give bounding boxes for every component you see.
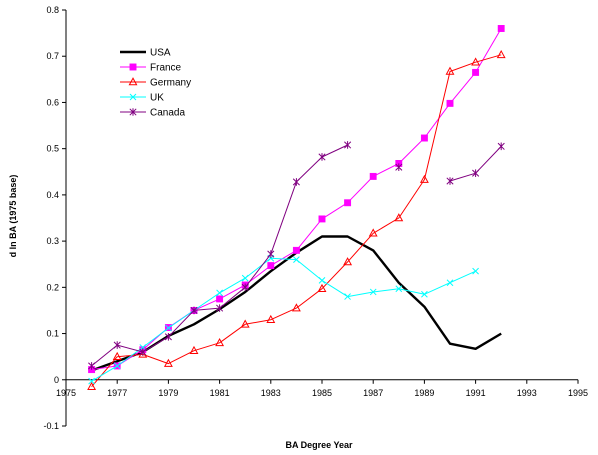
axes: -0.1 0 0.1 0.2 0.3 0.4 0.5 0.6 0.7 0.8 1975 1977 197… [43,5,588,431]
canada-point [216,304,224,312]
legend-label-uk: UK [150,93,164,104]
x-axis-title: BA Degree Year [285,440,353,450]
canada-point [472,169,480,177]
france-point [420,134,428,142]
y-axis-title: d ln BA (1975 base) [8,175,18,258]
germany-point [291,303,301,312]
legend: USA France Germany UK Canada [120,48,191,119]
france-point [292,246,300,254]
uk-point [216,289,223,297]
germany-point [394,213,404,222]
uk-point [421,290,428,298]
france-point [216,295,224,303]
x-tick-label: 1985 [312,388,332,398]
uk-point [369,288,377,296]
canada-point [446,177,454,185]
france-point [369,172,377,180]
y-tick-label: 0 [54,375,59,385]
series-germany [87,49,506,391]
y-tick-label: -0.1 [43,421,59,431]
canada-point [395,163,403,171]
legend-marker-germany [128,77,138,86]
france-point [446,99,454,107]
germany-point [419,174,429,183]
x-tick-label: 1979 [158,388,178,398]
x-tick-label: 1987 [363,388,383,398]
germany-point [471,57,481,66]
x-tick-label: 1993 [517,388,537,398]
x-tick-label: 1977 [107,388,127,398]
germany-point [266,314,276,323]
canada-point [344,141,352,149]
uk-point [88,377,95,385]
uk-point [113,362,121,370]
series-canada [88,141,505,370]
canada-point [497,142,505,151]
y-tick-label: 0.3 [46,236,59,246]
series-layer [87,25,506,391]
canada-point [190,306,198,315]
legend-label-canada: Canada [150,108,185,119]
germany-point [343,257,353,266]
uk-point [165,324,172,332]
germany-point [496,49,506,59]
canada-point [113,341,121,349]
y-tick-label: 0.5 [46,144,59,154]
x-tick-label: 1989 [414,388,434,398]
series-uk [88,254,479,385]
y-tick-label: 0.1 [46,329,59,339]
uk-point [344,293,351,300]
germany-point [317,283,327,293]
germany-point [368,228,378,237]
germany-point [240,319,250,328]
canada-point [88,362,96,370]
germany-point [189,345,199,354]
y-tick-label: 0.8 [46,5,59,15]
canada-point [139,348,147,356]
uk-point [293,256,300,263]
legend-marker-france [129,63,137,71]
france-point [267,262,275,270]
uk-point [241,274,249,282]
legend-label-france: France [150,63,182,74]
canada-point [241,283,249,292]
canada-point [292,178,300,186]
canada-point [318,153,326,161]
germany-point [87,381,97,391]
canada-line [91,144,348,367]
france-point [318,215,326,223]
legend-marker-canada [129,108,137,116]
germany-line [91,54,502,388]
x-tick-label: 1981 [210,388,230,398]
y-tick-label: 0.4 [46,190,59,200]
germany-point [112,351,122,360]
uk-point [472,267,479,275]
france-point [497,25,505,32]
y-tick-label: 0.7 [46,51,59,61]
germany-point [445,66,455,75]
uk-point [395,285,403,293]
y-tick-label: 0.2 [46,282,59,292]
x-tick-label: 1983 [261,388,281,398]
x-tick-label: 1995 [568,388,588,398]
canada-point [267,250,275,258]
y-tick-label: 0.6 [46,97,59,107]
france-point [344,199,352,207]
legend-marker-uk [129,93,137,101]
legend-label-germany: Germany [150,78,191,89]
france-point [472,68,480,76]
uk-line [91,257,476,382]
germany-point [163,358,173,367]
uk-point [318,277,326,284]
legend-label-usa: USA [150,48,171,59]
x-tick-label: 1991 [466,388,486,398]
canada-point [164,332,172,341]
uk-point [446,279,454,287]
germany-point [215,337,225,347]
x-tick-label: 1975 [56,388,76,398]
